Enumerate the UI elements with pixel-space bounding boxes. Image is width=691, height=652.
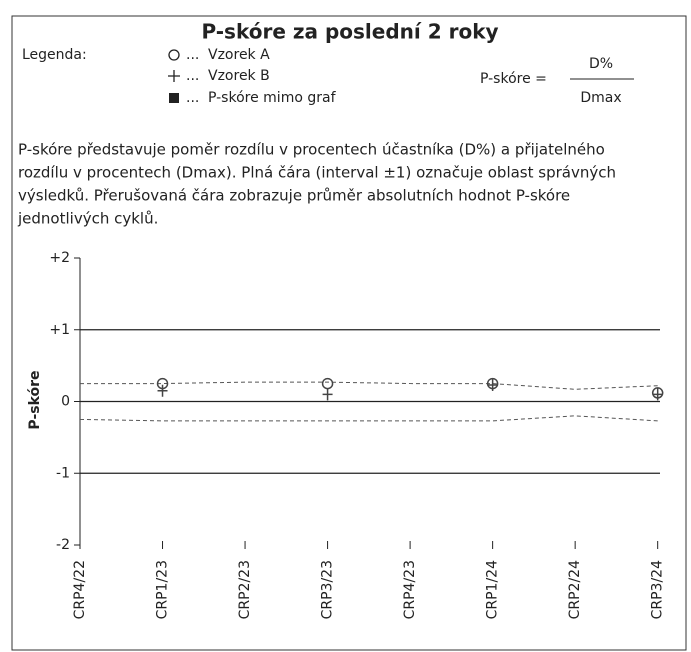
legend-separator: ...	[186, 90, 199, 106]
description-line: P-skóre představuje poměr rozdílu v proc…	[18, 141, 605, 159]
legend-label: Vzorek B	[208, 68, 270, 84]
point	[322, 388, 333, 401]
x-tick-label: CRP2/23	[237, 560, 253, 619]
legend-marker	[168, 70, 180, 82]
formula-numerator: D%	[589, 56, 613, 72]
y-tick-label: -1	[56, 465, 70, 481]
legend-marker	[169, 93, 179, 103]
legend-separator: ...	[186, 68, 199, 84]
x-tick-label: CRP4/22	[72, 560, 88, 619]
legend-separator: ...	[186, 47, 199, 63]
x-tick-label: CRP3/24	[650, 560, 666, 619]
x-tick-label: CRP1/24	[485, 560, 501, 619]
y-tick-label: +2	[49, 250, 70, 266]
point	[157, 384, 168, 397]
legend-label: Vzorek A	[208, 47, 270, 63]
y-tick-label: 0	[61, 394, 70, 410]
description-line: rozdílu v procentech (Dmax). Plná čára (…	[18, 164, 616, 182]
x-tick-label: CRP2/24	[567, 560, 583, 619]
x-tick-label: CRP3/23	[320, 560, 336, 619]
y-axis-label: P-skóre	[27, 370, 43, 429]
point	[652, 388, 663, 401]
description-line: jednotlivých cyklů.	[17, 210, 158, 228]
formula-denominator: Dmax	[580, 90, 621, 106]
formula-left: P-skóre =	[480, 71, 547, 87]
point	[321, 377, 334, 390]
y-tick-label: +1	[49, 322, 70, 338]
mean-line	[79, 415, 658, 422]
frame	[11, 15, 687, 651]
x-tick-label: CRP1/23	[155, 560, 171, 619]
legend-marker	[168, 49, 180, 61]
legend-label: P-skóre mimo graf	[208, 90, 337, 106]
mean-line	[80, 381, 658, 390]
point	[487, 378, 498, 391]
y-tick-label: -2	[56, 537, 70, 553]
legend-title: Legenda:	[22, 47, 87, 63]
x-tick-label: CRP4/23	[402, 560, 418, 619]
chart-title: P-skóre za poslední 2 roky	[201, 20, 498, 44]
description-line: výsledků. Přerušovaná čára zobrazuje prů…	[18, 187, 570, 205]
